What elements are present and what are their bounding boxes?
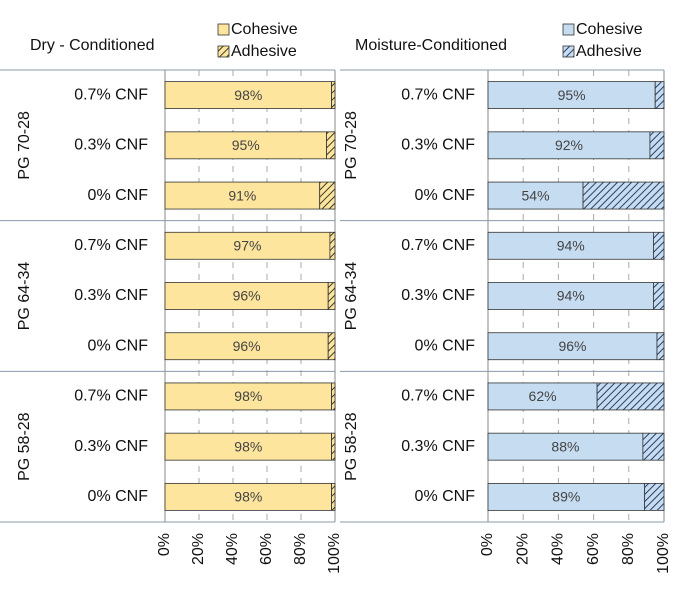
value-label: 98% xyxy=(234,388,262,404)
category-label: 0.7% CNF xyxy=(401,237,475,254)
value-label: 54% xyxy=(522,187,550,203)
x-tick-label: 20% xyxy=(190,533,207,565)
bar-segment xyxy=(331,382,336,411)
category-label: 0% CNF xyxy=(88,337,149,354)
bar-segment xyxy=(487,332,658,361)
group-label: PG 70-28 xyxy=(16,111,33,180)
bar-segment xyxy=(644,482,665,511)
value-label: 95% xyxy=(232,137,260,153)
value-label: 89% xyxy=(552,489,580,505)
category-label: 0% CNF xyxy=(415,337,476,354)
x-tick-label: 80% xyxy=(620,533,637,565)
category-label: 0% CNF xyxy=(88,187,149,204)
group-label: PG 64-34 xyxy=(16,262,33,331)
bar-segment xyxy=(164,181,321,210)
bar-segment xyxy=(164,332,329,361)
bar-segment xyxy=(487,432,644,461)
bar-segment xyxy=(487,482,646,511)
bar-segment xyxy=(327,282,336,310)
bar-segment xyxy=(653,231,665,260)
bar-segment xyxy=(649,131,665,160)
x-tick-label: 100% xyxy=(655,533,672,574)
value-label: 96% xyxy=(233,288,261,304)
category-label: 0.3% CNF xyxy=(401,438,475,455)
bar-segment xyxy=(331,432,336,461)
value-label: 96% xyxy=(233,338,261,354)
legend-swatch xyxy=(217,45,230,58)
category-label: 0.7% CNF xyxy=(401,388,475,405)
legend-swatch xyxy=(562,45,575,58)
x-tick-label: 60% xyxy=(258,533,275,565)
bar-segment xyxy=(487,382,598,411)
category-label: 0.3% CNF xyxy=(401,137,475,154)
x-tick-label: 40% xyxy=(224,533,241,565)
category-label: 0.7% CNF xyxy=(74,388,148,405)
panel-title: Moisture-Conditioned xyxy=(355,37,507,54)
bar-segment xyxy=(487,81,656,110)
value-label: 97% xyxy=(233,237,261,253)
group-label: PG 64-34 xyxy=(343,262,360,331)
bar-segment xyxy=(656,332,665,361)
value-label: 94% xyxy=(557,288,585,304)
value-label: 98% xyxy=(234,438,262,454)
x-tick-label: 100% xyxy=(326,533,343,574)
value-label: 94% xyxy=(557,237,585,253)
panel-title: Dry - Conditioned xyxy=(30,37,155,54)
value-label: 92% xyxy=(555,137,583,153)
bar-segment xyxy=(319,181,336,210)
bar-segment xyxy=(329,231,336,260)
category-label: 0.3% CNF xyxy=(74,287,148,304)
category-label: 0.3% CNF xyxy=(401,287,475,304)
bar-segment xyxy=(487,282,654,310)
value-label: 91% xyxy=(228,187,256,203)
group-label: PG 70-28 xyxy=(343,111,360,180)
bar-segment xyxy=(331,482,336,511)
value-label: 88% xyxy=(551,438,579,454)
legend-label: Adhesive xyxy=(231,43,297,60)
bar-segment xyxy=(487,131,651,160)
category-label: 0% CNF xyxy=(415,488,476,505)
category-label: 0.7% CNF xyxy=(74,86,148,103)
legend-swatch xyxy=(562,23,575,36)
legend-label: Cohesive xyxy=(576,21,643,38)
group-label: PG 58-28 xyxy=(343,412,360,481)
bar-segment xyxy=(596,382,665,411)
bar-segment xyxy=(164,282,329,310)
bar-segment xyxy=(164,131,327,160)
x-tick-label: 40% xyxy=(550,533,567,565)
x-tick-label: 80% xyxy=(292,533,309,565)
x-tick-label: 60% xyxy=(585,533,602,565)
bar-segment xyxy=(487,181,584,210)
bar-segment xyxy=(164,382,333,411)
value-label: 98% xyxy=(234,489,262,505)
x-tick-label: 20% xyxy=(514,533,531,565)
bar-segment xyxy=(582,181,665,210)
bar-segment xyxy=(164,231,331,260)
legend-label: Adhesive xyxy=(576,43,642,60)
bar-segment xyxy=(654,81,665,110)
bar-segment xyxy=(653,282,665,310)
category-label: 0% CNF xyxy=(415,187,476,204)
category-label: 0.3% CNF xyxy=(74,438,148,455)
category-label: 0.3% CNF xyxy=(74,137,148,154)
legend-swatch xyxy=(217,23,230,36)
group-label: PG 58-28 xyxy=(16,412,33,481)
value-label: 95% xyxy=(558,87,586,103)
bar-segment xyxy=(164,432,333,461)
bar-segment xyxy=(642,432,665,461)
category-label: 0.7% CNF xyxy=(74,237,148,254)
bar-segment xyxy=(327,332,336,361)
category-label: 0% CNF xyxy=(88,488,149,505)
category-label: 0.7% CNF xyxy=(401,86,475,103)
x-tick-label: 0% xyxy=(156,533,173,556)
value-label: 98% xyxy=(234,87,262,103)
x-tick-label: 0% xyxy=(479,533,496,556)
value-label: 96% xyxy=(558,338,586,354)
bar-segment xyxy=(326,131,336,160)
legend-label: Cohesive xyxy=(231,21,298,38)
bar-segment xyxy=(331,81,336,110)
bar-segment xyxy=(487,231,654,260)
value-label: 62% xyxy=(529,388,557,404)
